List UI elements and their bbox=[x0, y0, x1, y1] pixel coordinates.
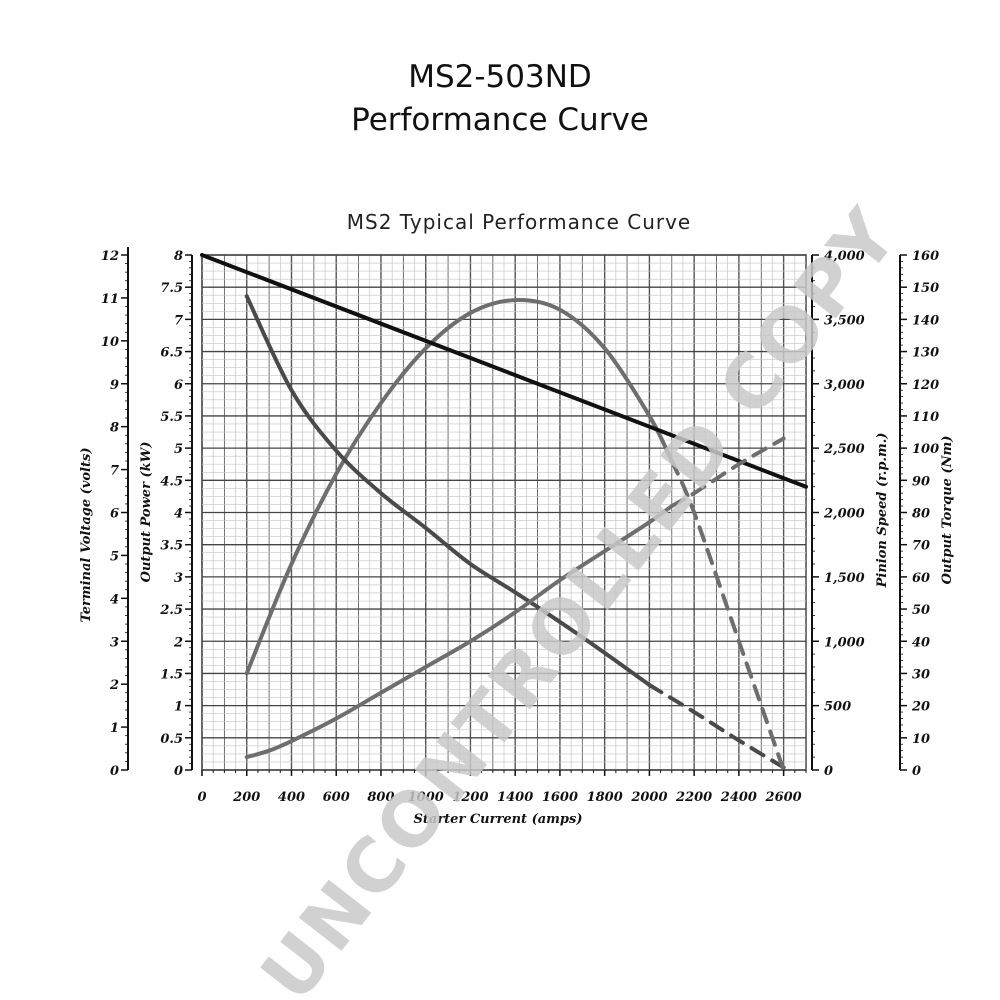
voltage-tick-label: 9 bbox=[110, 378, 119, 393]
x-tick-label: 400 bbox=[278, 790, 305, 805]
power-tick-label: 0 bbox=[174, 764, 183, 779]
x-tick-label: 200 bbox=[232, 790, 260, 805]
power-tick-label: 7 bbox=[174, 313, 183, 328]
torque-tick-label: 30 bbox=[912, 667, 930, 682]
torque-tick-label: 90 bbox=[912, 474, 930, 489]
x-tick-label: 1800 bbox=[587, 790, 623, 805]
page-title-model: MS2-503ND bbox=[408, 59, 592, 95]
pinion-speed-axis-title: Pinion Speed (r.p.m.) bbox=[875, 433, 890, 589]
speed-tick-label: 0 bbox=[824, 764, 833, 779]
torque-tick-label: 150 bbox=[912, 281, 939, 296]
power-tick-label: 3.5 bbox=[160, 539, 183, 554]
page-title-subtitle: Performance Curve bbox=[351, 102, 649, 138]
torque-tick-label: 130 bbox=[912, 346, 939, 361]
x-tick-label: 600 bbox=[323, 790, 350, 805]
torque-tick-label: 40 bbox=[912, 635, 930, 650]
torque-tick-label: 10 bbox=[912, 732, 930, 747]
power-tick-label: 2.5 bbox=[159, 603, 183, 618]
series-line-output-power-dashed bbox=[669, 459, 786, 772]
series-line-pinion-speed-dashed bbox=[647, 683, 786, 770]
power-tick-label: 5.5 bbox=[160, 410, 183, 425]
output-power-axis-title: Output Power (kW) bbox=[139, 442, 154, 583]
x-tick-label: 800 bbox=[367, 790, 394, 805]
speed-tick-label: 1,000 bbox=[824, 635, 865, 650]
power-tick-label: 1 bbox=[174, 700, 183, 715]
voltage-tick-label: 7 bbox=[110, 464, 119, 479]
terminal-voltage-axis-title: Terminal Voltage (volts) bbox=[79, 448, 94, 623]
x-tick-label: 2000 bbox=[630, 790, 667, 805]
voltage-tick-label: 8 bbox=[110, 421, 119, 436]
speed-tick-label: 3,500 bbox=[824, 313, 865, 328]
x-tick-label: 2600 bbox=[765, 790, 802, 805]
x-tick-label: 2400 bbox=[720, 790, 757, 805]
voltage-tick-label: 2 bbox=[109, 678, 119, 693]
series-line-output-power-solid bbox=[244, 297, 674, 676]
torque-tick-label: 110 bbox=[912, 410, 939, 425]
chart-axes: 0 200 400 600 800 1000 1200 1400 1600 1800 2000 220… bbox=[101, 247, 939, 805]
power-tick-label: 5 bbox=[174, 442, 183, 457]
speed-tick-label: 3,000 bbox=[824, 378, 865, 393]
torque-tick-label: 60 bbox=[912, 571, 930, 586]
x-tick-label: 0 bbox=[197, 790, 206, 805]
output-torque-axis-title: Output Torque (Nm) bbox=[940, 436, 955, 585]
voltage-tick-label: 10 bbox=[101, 335, 119, 350]
voltage-tick-label: 12 bbox=[101, 249, 119, 264]
power-tick-label: 6 bbox=[174, 378, 183, 393]
chart-grid bbox=[201, 254, 807, 771]
power-tick-label: 0.5 bbox=[160, 732, 183, 747]
speed-tick-label: 500 bbox=[824, 700, 851, 715]
torque-tick-label: 100 bbox=[912, 442, 939, 457]
speed-tick-label: 2,000 bbox=[823, 507, 865, 522]
torque-tick-label: 160 bbox=[912, 249, 939, 264]
speed-tick-label: 4,000 bbox=[824, 249, 865, 264]
power-tick-label: 2 bbox=[173, 635, 183, 650]
power-tick-label: 4.5 bbox=[160, 474, 183, 489]
power-tick-label: 4 bbox=[174, 507, 183, 522]
x-tick-label: 1600 bbox=[542, 790, 578, 805]
x-tick-label: 1000 bbox=[408, 790, 444, 805]
series-line-pinion-speed-solid bbox=[244, 294, 652, 688]
power-tick-label: 6.5 bbox=[160, 346, 183, 361]
voltage-tick-label: 0 bbox=[110, 764, 119, 779]
torque-tick-label: 140 bbox=[912, 313, 939, 328]
x-tick-label: 1400 bbox=[497, 790, 533, 805]
chart-series bbox=[200, 253, 808, 772]
x-axis-title: Starter Current (amps) bbox=[414, 812, 583, 827]
power-tick-label: 3 bbox=[174, 571, 183, 586]
voltage-tick-label: 5 bbox=[110, 549, 119, 564]
x-tick-label: 1200 bbox=[452, 790, 488, 805]
voltage-tick-label: 1 bbox=[110, 721, 119, 736]
torque-tick-label: 120 bbox=[912, 378, 939, 393]
series-line-terminal-voltage-solid bbox=[200, 253, 808, 489]
torque-tick-label: 50 bbox=[912, 603, 930, 618]
power-tick-label: 8 bbox=[174, 249, 183, 264]
torque-tick-label: 80 bbox=[912, 507, 930, 522]
torque-tick-label: 20 bbox=[911, 700, 930, 715]
chart-title: MS2 Typical Performance Curve bbox=[347, 210, 692, 234]
series-line-output-torque-dashed bbox=[669, 436, 786, 509]
voltage-tick-label: 6 bbox=[110, 507, 119, 522]
voltage-tick-label: 11 bbox=[101, 292, 119, 307]
torque-tick-label: 70 bbox=[912, 539, 930, 554]
series-line-output-torque-solid bbox=[244, 504, 674, 760]
speed-tick-label: 1,500 bbox=[824, 571, 865, 586]
voltage-tick-label: 3 bbox=[110, 635, 119, 650]
power-tick-label: 1.5 bbox=[160, 667, 183, 682]
torque-tick-label: 0 bbox=[912, 764, 921, 779]
power-tick-label: 7.5 bbox=[160, 281, 183, 296]
x-tick-label: 2200 bbox=[675, 790, 712, 805]
voltage-tick-label: 4 bbox=[110, 592, 119, 607]
speed-tick-label: 2,500 bbox=[823, 442, 865, 457]
